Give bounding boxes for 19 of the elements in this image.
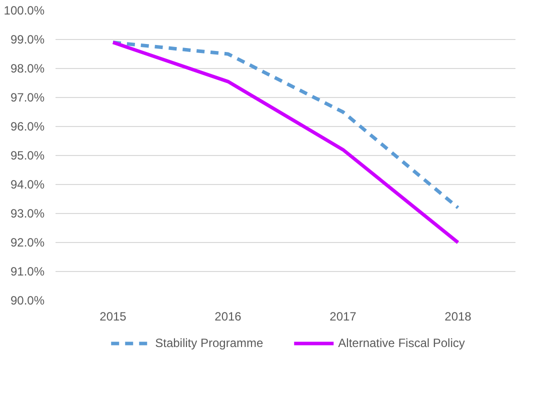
y-tick-label: 90.0% bbox=[10, 294, 45, 308]
y-tick-label: 94.0% bbox=[10, 178, 45, 192]
line-series bbox=[111, 40, 460, 210]
y-tick-label: 99.0% bbox=[10, 32, 45, 46]
x-tick-label: 2016 bbox=[214, 310, 242, 324]
y-tick-label: 100.0% bbox=[4, 4, 45, 18]
line-series bbox=[111, 40, 460, 244]
x-tick-label: 2017 bbox=[330, 310, 357, 324]
legend-label: Alternative Fiscal Policy bbox=[338, 336, 465, 350]
legend-label: Stability Programme bbox=[155, 336, 264, 350]
y-tick-label: 93.0% bbox=[10, 206, 45, 220]
y-tick-label: 96.0% bbox=[10, 120, 45, 134]
x-tick-label: 2015 bbox=[100, 310, 127, 324]
y-tick-label: 91.0% bbox=[10, 264, 45, 278]
x-tick-label: 2018 bbox=[444, 310, 472, 324]
y-tick-label: 95.0% bbox=[10, 148, 45, 162]
y-tick-label: 92.0% bbox=[10, 236, 45, 250]
y-tick-label: 98.0% bbox=[10, 62, 45, 76]
y-tick-label: 97.0% bbox=[10, 90, 45, 104]
